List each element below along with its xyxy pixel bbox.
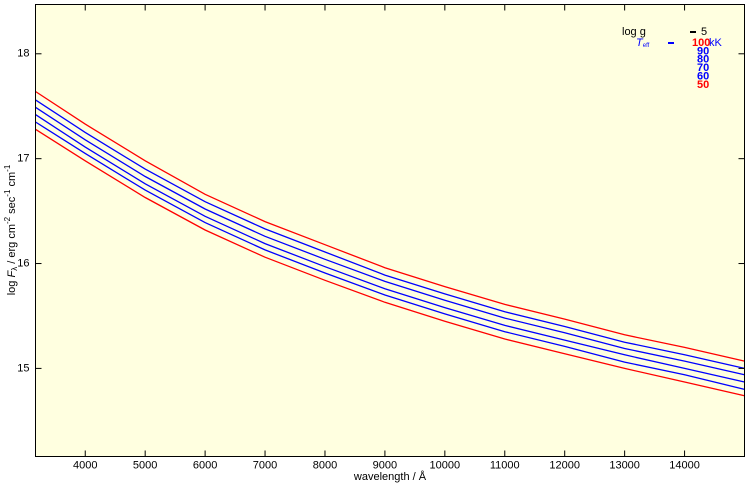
x-axis-label: wavelength / Å xyxy=(353,470,427,483)
spectrum-line xyxy=(35,90,745,362)
legend-logg-label: log g xyxy=(622,26,646,38)
x-tick-label: 4000 xyxy=(73,459,97,471)
legend-unit: kK xyxy=(709,37,723,49)
y-axis-label: log Fλ / erg cm-2 sec-1 cm-1 xyxy=(3,164,19,295)
x-tick-label: 12000 xyxy=(549,459,580,471)
spectrum-line xyxy=(35,128,745,397)
lines xyxy=(35,90,745,397)
spectrum-line xyxy=(35,121,745,391)
plot-frame xyxy=(35,4,745,457)
y-tick-label: 17 xyxy=(17,153,29,165)
y-label-part: sec xyxy=(6,196,18,217)
y-tick-label: 15 xyxy=(17,362,29,374)
y-tick-label: 18 xyxy=(17,48,29,60)
legend-entry: 50 xyxy=(697,79,709,91)
spectrum-line xyxy=(35,114,745,383)
legend-entry: 80 xyxy=(697,54,709,66)
x-tick-label: 6000 xyxy=(193,459,217,471)
legend-entry: 60 xyxy=(697,71,709,83)
legend-entry: 90 xyxy=(697,45,709,57)
x-tick-label: 9000 xyxy=(373,459,397,471)
legend-logg-value: 5 xyxy=(701,26,707,38)
x-tick-label: 8000 xyxy=(313,459,337,471)
legend-teff-label: Teff xyxy=(636,37,650,49)
y-label-part: log xyxy=(6,278,18,296)
legend-entry: 70 xyxy=(697,62,709,74)
legend-entry: 100 xyxy=(692,37,710,49)
x-tick-label: 10000 xyxy=(430,459,461,471)
legend-teff-part: T xyxy=(636,37,644,49)
spectrum-line xyxy=(35,99,745,370)
x-tick-label: 14000 xyxy=(669,459,700,471)
x-tick-label: 5000 xyxy=(133,459,157,471)
plot-area xyxy=(35,4,745,457)
x-tick-label: 7000 xyxy=(253,459,277,471)
y-tick-label: 16 xyxy=(17,257,29,269)
x-tick-label: 13000 xyxy=(609,459,640,471)
legend-teff-part: eff xyxy=(643,43,650,49)
spectrum-line xyxy=(35,106,745,376)
y-label-part: -1 xyxy=(3,189,12,197)
y-label-part: λ xyxy=(10,267,19,271)
x-tick-label: 11000 xyxy=(490,459,520,471)
y-label-part: cm xyxy=(6,172,18,190)
y-label-part: -1 xyxy=(3,164,12,172)
y-label-part: F xyxy=(6,270,18,278)
y-label-part: / erg cm xyxy=(6,224,18,267)
y-label-part: -2 xyxy=(3,216,12,224)
